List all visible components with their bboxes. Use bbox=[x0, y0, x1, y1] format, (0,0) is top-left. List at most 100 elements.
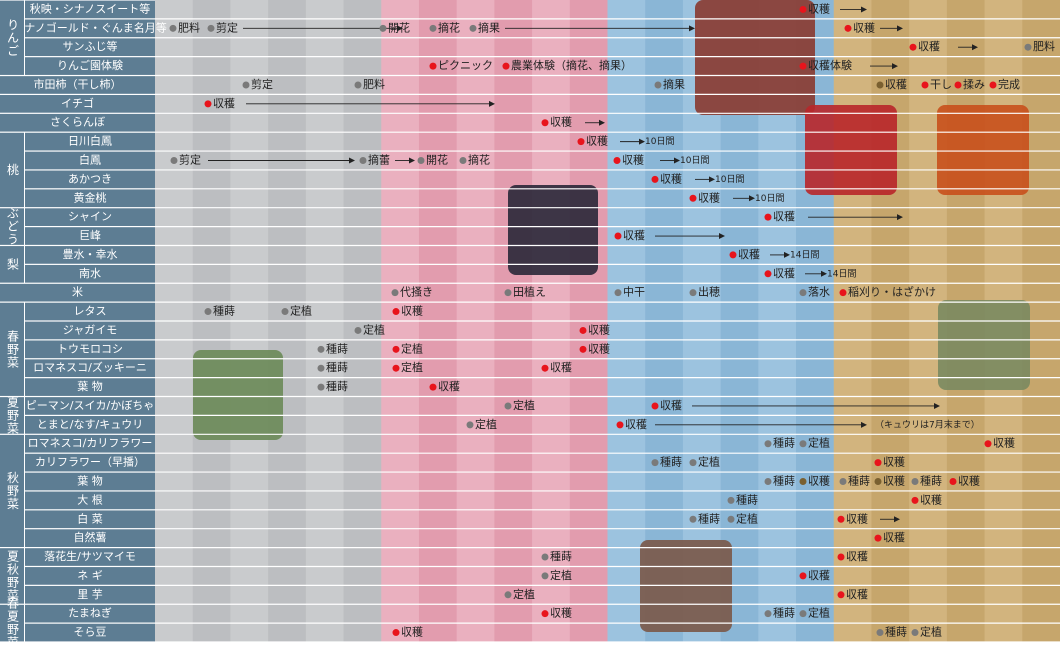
row-label: 自然薯 bbox=[74, 530, 107, 544]
event-dot bbox=[243, 81, 250, 88]
photo bbox=[805, 105, 897, 195]
event-label: 10日間 bbox=[680, 155, 709, 166]
event-dot bbox=[393, 308, 400, 315]
event-label: 剪定 bbox=[216, 20, 238, 34]
event-dot bbox=[430, 63, 437, 70]
event-dot bbox=[838, 591, 845, 598]
event-label: （キュウリは7月末まで） bbox=[875, 418, 980, 430]
photo bbox=[508, 185, 598, 275]
event-label: 収穫 bbox=[773, 267, 795, 280]
event-dot bbox=[318, 346, 325, 353]
event-label: 収穫 bbox=[625, 418, 647, 431]
event-label: 10日間 bbox=[755, 193, 784, 204]
event-dot bbox=[950, 478, 957, 485]
event-label: 収穫 bbox=[438, 380, 460, 393]
event-dot bbox=[393, 629, 400, 636]
event-label: 収穫 bbox=[846, 550, 868, 563]
group-label: 春夏野菜 bbox=[6, 597, 20, 642]
row-label: レタス bbox=[74, 305, 107, 318]
event-label: 種蒔 bbox=[213, 304, 235, 318]
event-dot bbox=[205, 100, 212, 107]
row-label: りんご園体験 bbox=[57, 58, 123, 72]
event-label: 収穫 bbox=[885, 78, 907, 91]
event-dot bbox=[205, 308, 212, 315]
event-label: 収穫 bbox=[853, 21, 875, 34]
event-dot bbox=[875, 478, 882, 485]
event-label: 落水 bbox=[808, 286, 830, 299]
row-label: そら豆 bbox=[74, 626, 107, 639]
event-dot bbox=[578, 138, 585, 145]
event-label: 収穫 bbox=[623, 229, 645, 242]
event-dot bbox=[355, 327, 362, 334]
event-label: 開花 bbox=[426, 154, 448, 167]
event-dot bbox=[838, 554, 845, 561]
photo bbox=[938, 300, 1030, 390]
row-label: 米 bbox=[72, 286, 83, 299]
event-label: 摘花 bbox=[468, 153, 490, 167]
event-label: 肥料 bbox=[363, 77, 385, 91]
row-label: サンふじ等 bbox=[63, 39, 118, 53]
event-dot bbox=[467, 421, 474, 428]
event-label: ピクニック bbox=[438, 59, 493, 72]
event-dot bbox=[470, 25, 477, 32]
event-dot bbox=[990, 81, 997, 88]
event-label: 収穫 bbox=[550, 361, 572, 374]
event-dot bbox=[910, 44, 917, 51]
row-label: カリフラワー（早播） bbox=[35, 455, 145, 469]
row-label: ロマネスコ/カリフラワー bbox=[28, 437, 153, 450]
event-dot bbox=[800, 478, 807, 485]
event-label: 種蒔 bbox=[773, 436, 795, 450]
event-dot bbox=[728, 497, 735, 504]
event-label: 定植 bbox=[808, 606, 830, 620]
event-label: 種蒔 bbox=[773, 474, 795, 488]
event-label: 種蒔 bbox=[326, 341, 348, 355]
row-label: 市田柿（干し柿） bbox=[34, 77, 122, 91]
event-dot bbox=[282, 308, 289, 315]
event-dot bbox=[765, 440, 772, 447]
event-label: 種蒔 bbox=[550, 549, 572, 563]
event-label: 摘蕾 bbox=[368, 153, 390, 167]
event-label: 摘果 bbox=[478, 20, 500, 34]
event-label: 収穫 bbox=[586, 135, 608, 148]
photo bbox=[937, 105, 1029, 195]
event-dot bbox=[875, 535, 882, 542]
event-dot bbox=[655, 81, 662, 88]
event-label: 剪定 bbox=[179, 153, 201, 167]
event-dot bbox=[912, 629, 919, 636]
row-label: ネ ギ bbox=[77, 569, 103, 582]
event-dot bbox=[393, 346, 400, 353]
event-label: 収穫 bbox=[808, 569, 830, 582]
event-label: 収穫 bbox=[773, 210, 795, 223]
event-dot bbox=[355, 81, 362, 88]
row-label: 巨峰 bbox=[79, 229, 101, 242]
photo bbox=[193, 350, 283, 440]
event-label: 収穫 bbox=[588, 323, 610, 336]
event-label: 田植え bbox=[513, 285, 546, 299]
event-label: 収穫 bbox=[846, 588, 868, 601]
row-label: たまねぎ bbox=[68, 606, 112, 620]
event-label: 種蒔 bbox=[920, 474, 942, 488]
event-dot bbox=[765, 270, 772, 277]
row-label: 黄金桃 bbox=[74, 190, 107, 204]
event-label: 種蒔 bbox=[326, 379, 348, 393]
farm-calendar: 秋映・シナノスイート等収穫シナノゴールド・ぐんま名月等肥料剪定開花摘花摘果収穫サ… bbox=[0, 0, 1060, 642]
event-dot bbox=[652, 459, 659, 466]
event-dot bbox=[840, 478, 847, 485]
row-label: 里 芋 bbox=[77, 588, 103, 601]
event-dot bbox=[800, 440, 807, 447]
event-label: 剪定 bbox=[251, 77, 273, 91]
event-label: 収穫 bbox=[918, 40, 940, 53]
row-label: 落花生/サツマイモ bbox=[44, 549, 136, 563]
event-label: 14日間 bbox=[790, 249, 819, 260]
event-dot bbox=[615, 233, 622, 240]
event-dot bbox=[955, 81, 962, 88]
event-label: 摘果 bbox=[663, 77, 685, 91]
event-dot bbox=[542, 365, 549, 372]
event-dot bbox=[800, 63, 807, 70]
event-dot bbox=[542, 572, 549, 579]
group-label: 春野菜 bbox=[6, 329, 20, 368]
event-dot bbox=[542, 610, 549, 617]
event-dot bbox=[318, 365, 325, 372]
row-label: イチゴ bbox=[61, 96, 94, 110]
event-dot bbox=[542, 554, 549, 561]
